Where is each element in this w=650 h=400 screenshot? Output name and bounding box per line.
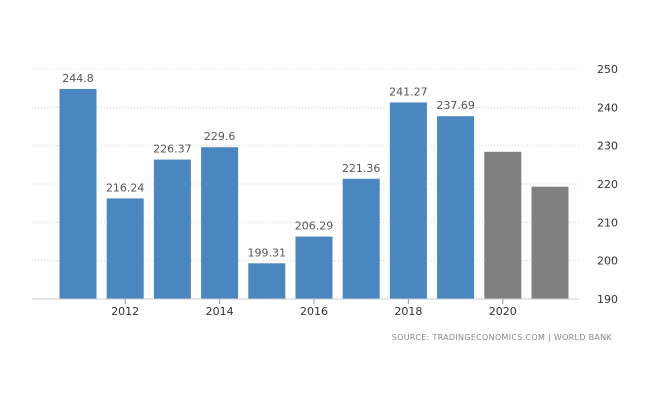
y-tick-label: 190 <box>597 293 618 306</box>
bar <box>106 198 144 299</box>
y-tick-label: 210 <box>597 216 618 229</box>
x-tick-label: 2020 <box>489 305 517 318</box>
data-label: 221.36 <box>342 162 381 175</box>
data-label: 229.6 <box>204 130 236 143</box>
bar <box>437 116 475 300</box>
axes: 190 200 210 220 230 240 250 2012 2014 2016 2018 202… <box>32 63 618 318</box>
bar <box>342 178 380 299</box>
bar <box>153 159 191 299</box>
forecast-bar <box>531 186 569 299</box>
data-label: 241.27 <box>389 85 428 98</box>
bars <box>59 88 569 300</box>
bar <box>295 236 333 299</box>
x-tick-label: 2018 <box>394 305 422 318</box>
y-tick-label: 230 <box>597 140 618 153</box>
y-tick-label: 200 <box>597 255 618 268</box>
bar <box>248 263 286 299</box>
data-label: 226.37 <box>153 143 192 156</box>
y-tick-label: 240 <box>597 101 618 114</box>
data-label: 216.24 <box>106 181 145 194</box>
data-label: 206.29 <box>295 220 334 233</box>
x-tick-label: 2012 <box>111 305 139 318</box>
x-tick-label: 2014 <box>206 305 234 318</box>
y-tick-label: 220 <box>597 178 618 191</box>
bar <box>389 102 427 299</box>
source-label: SOURCE: TRADINGECONOMICS.COM | WORLD BAN… <box>392 333 613 342</box>
bar <box>201 147 239 299</box>
data-label: 237.69 <box>436 99 475 112</box>
y-tick-label: 250 <box>597 63 618 76</box>
data-label: 199.31 <box>248 246 287 259</box>
data-labels: 244.8 216.24 226.37 229.6 199.31 206.29 221.36… <box>62 72 475 259</box>
forecast-bar <box>484 151 522 299</box>
x-tick-label: 2016 <box>300 305 328 318</box>
bar <box>59 88 97 299</box>
data-label: 244.8 <box>62 72 94 85</box>
